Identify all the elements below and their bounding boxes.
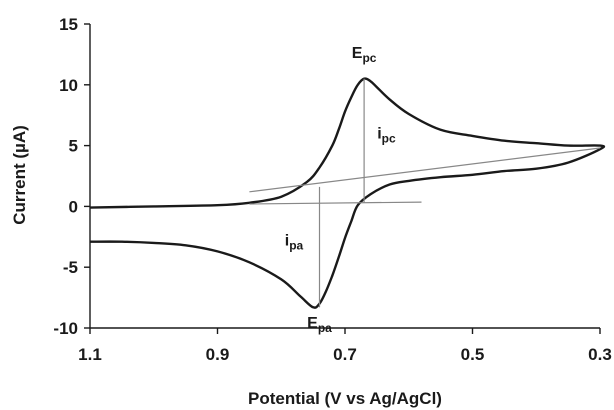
annotation-i-pa: ipa <box>285 232 304 252</box>
x-tick-label: 0.9 <box>206 345 230 364</box>
y-tick-label: 0 <box>69 197 78 216</box>
voltammogram-curve <box>89 77 606 309</box>
annotation-layer: Epc ipc ipa Epa <box>285 45 396 335</box>
baseline-line <box>249 201 422 205</box>
y-tick-label: 5 <box>69 137 78 156</box>
x-tick-label: 0.5 <box>461 345 485 364</box>
y-tick-label: 15 <box>59 15 78 34</box>
y-tick-label: -10 <box>53 319 78 338</box>
y-tick-label: -5 <box>63 258 78 277</box>
y-tick-label: 10 <box>59 76 78 95</box>
x-tick-label: 0.7 <box>333 345 357 364</box>
x-tick-label: 1.1 <box>78 345 102 364</box>
y-axis-label: Current (µA) <box>10 125 29 225</box>
annotation-e-pa: Epa <box>307 315 332 335</box>
annotation-i-pc: ipc <box>377 125 396 145</box>
x-tick-label: 0.3 <box>588 345 612 364</box>
series-layer <box>89 77 606 309</box>
axes: -10 -5 0 5 10 15 1.1 0.9 0.7 0.5 0.3 <box>53 15 611 364</box>
annotation-e-pc: Epc <box>352 45 377 65</box>
baseline-line <box>249 147 601 193</box>
x-axis-label: Potential (V vs Ag/AgCl) <box>248 389 442 408</box>
